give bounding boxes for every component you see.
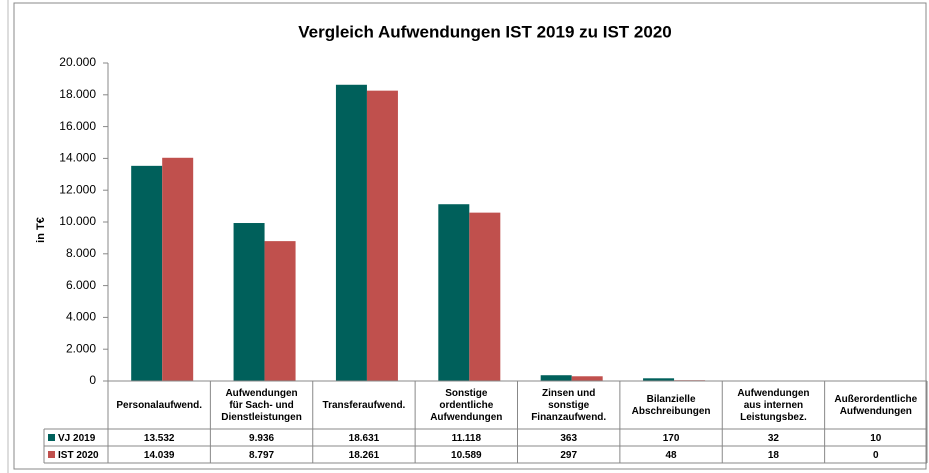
y-tick-label: 14.000 (59, 151, 96, 165)
category-label-line: Abschreibungen (632, 406, 711, 417)
table-value: 18.631 (349, 433, 380, 444)
category-label-line: Sonstige (445, 388, 488, 399)
category-label: Bilanzielle Abschreibungen (632, 394, 711, 417)
table-value: 32 (768, 433, 780, 444)
table-value: 18.261 (349, 450, 380, 461)
y-tick-label: 12.000 (59, 182, 96, 196)
table-value: 8.797 (249, 450, 274, 461)
legend-label: VJ 2019 (58, 433, 96, 444)
y-tick-label: 10.000 (59, 214, 96, 228)
category-label-line: sonstige (548, 400, 590, 411)
y-tick-label: 18.000 (59, 87, 96, 101)
category-label: Sonstige ordentliche Aufwendungen (430, 388, 502, 423)
bar (438, 204, 470, 381)
category-label: Aufwendungen aus internen Leistungsbez. (737, 388, 809, 423)
category-label-line: Aufwendungen (430, 412, 502, 423)
bar (131, 165, 163, 381)
category-label: Personalaufwend. (116, 400, 202, 411)
category-label-line: Zinsen und (542, 388, 595, 399)
bar (264, 241, 296, 381)
y-tick-label: 8.000 (66, 246, 96, 260)
bar (643, 378, 675, 381)
legend-label: IST 2020 (58, 450, 99, 461)
category-label-line: Dienstleistungen (221, 412, 302, 423)
category-label-line: Personalaufwend. (116, 400, 202, 411)
category-label: Außerordentliche Aufwendungen (834, 394, 917, 417)
y-tick-label: 0 (89, 373, 96, 387)
table-value: 18 (768, 450, 780, 461)
table-value: 0 (873, 450, 879, 461)
category-label-line: ordentliche (439, 400, 493, 411)
category-label-line: aus internen (744, 400, 803, 411)
category-label: Aufwendungen für Sach- und Dienstleistunge… (221, 388, 302, 423)
category-label-line: Transferaufwend. (323, 400, 406, 411)
table-value: 297 (560, 450, 577, 461)
bar (571, 376, 603, 381)
y-tick-label: 4.000 (66, 310, 96, 324)
table-value: 48 (666, 450, 678, 461)
y-axis-label: in T€ (35, 217, 47, 243)
y-tick-label: 2.000 (66, 341, 96, 355)
table-value: 363 (560, 433, 577, 444)
table-value: 9.936 (249, 433, 274, 444)
bar (335, 84, 367, 382)
category-label-line: Bilanzielle (647, 394, 696, 405)
bar (540, 375, 572, 381)
bar (469, 212, 501, 381)
category-label-line: Finanzaufwend. (531, 412, 606, 423)
table-value: 11.118 (452, 433, 482, 444)
table-value: 14.039 (144, 450, 175, 461)
table-value: 13.532 (144, 433, 175, 444)
category-label: Zinsen und sonstige Finanzaufwend. (531, 388, 606, 423)
y-tick-label: 20.000 (59, 55, 96, 69)
bar (162, 157, 194, 381)
category-label-line: Aufwendungen (840, 406, 912, 417)
category-label-line: Aufwendungen (737, 388, 809, 399)
table-value: 170 (663, 433, 680, 444)
legend-key (48, 451, 55, 458)
table-value: 10.589 (451, 450, 482, 461)
bar (233, 223, 265, 381)
bar (366, 90, 398, 382)
table-value: 10 (870, 433, 882, 444)
category-label-line: Außerordentliche (834, 394, 917, 405)
legend-key (48, 434, 55, 441)
y-tick-label: 6.000 (66, 278, 96, 292)
category-label-line: Leistungsbez. (740, 412, 807, 423)
category-label-line: Aufwendungen (225, 388, 297, 399)
category-label-line: für Sach- und (229, 400, 293, 411)
category-label: Transferaufwend. (323, 400, 406, 411)
y-tick-label: 16.000 (59, 119, 96, 133)
chart-title: Vergleich Aufwendungen IST 2019 zu IST 2… (298, 22, 671, 41)
